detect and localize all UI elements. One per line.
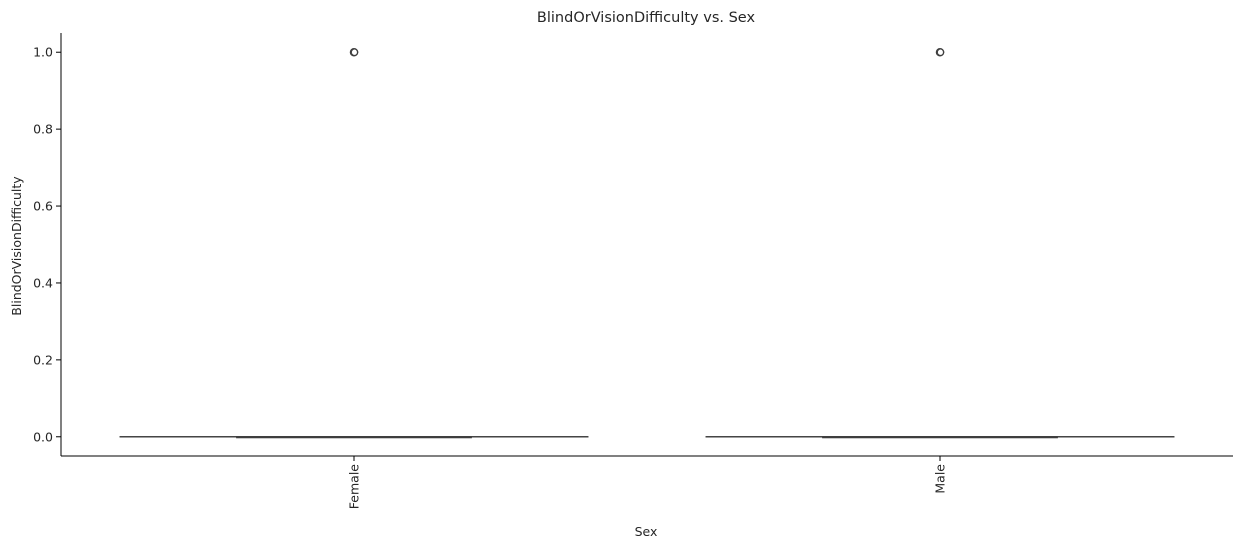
y-tick-label: 0.6 bbox=[33, 199, 53, 214]
y-axis: 0.0 0.2 0.4 0.6 0.8 1.0 bbox=[33, 33, 62, 456]
y-axis-label: BlindOrVisionDifficulty bbox=[9, 176, 24, 316]
x-tick-label: Female bbox=[347, 464, 362, 510]
y-tick-label: 0.0 bbox=[33, 429, 53, 444]
x-axis-label: Sex bbox=[635, 524, 658, 539]
boxes bbox=[119, 47, 1175, 439]
y-tick-label: 1.0 bbox=[33, 45, 53, 60]
box-female bbox=[119, 47, 589, 439]
outlier-point bbox=[350, 48, 359, 56]
outlier-point bbox=[936, 48, 945, 56]
y-tick-label: 0.2 bbox=[33, 352, 53, 367]
chart-title: BlindOrVisionDifficulty vs. Sex bbox=[537, 10, 756, 26]
box-male bbox=[705, 47, 1175, 439]
y-tick-label: 0.4 bbox=[33, 275, 53, 290]
x-axis: Female Male bbox=[61, 455, 1233, 510]
y-tick-label: 0.8 bbox=[33, 122, 53, 137]
x-tick-label: Male bbox=[933, 464, 948, 494]
